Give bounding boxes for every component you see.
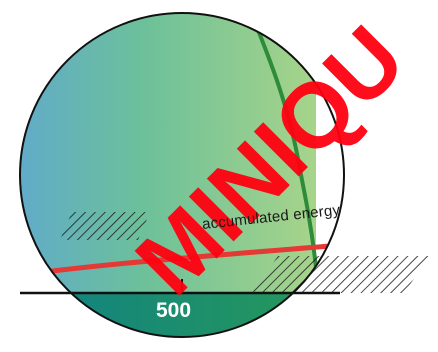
magnifier-outline [19, 12, 345, 338]
hatch-marks-right [252, 256, 430, 293]
axis-band [20, 293, 344, 337]
green-curve [254, 23, 318, 270]
tick-label: 500 [156, 299, 192, 322]
hatch-marks-left [60, 212, 150, 240]
